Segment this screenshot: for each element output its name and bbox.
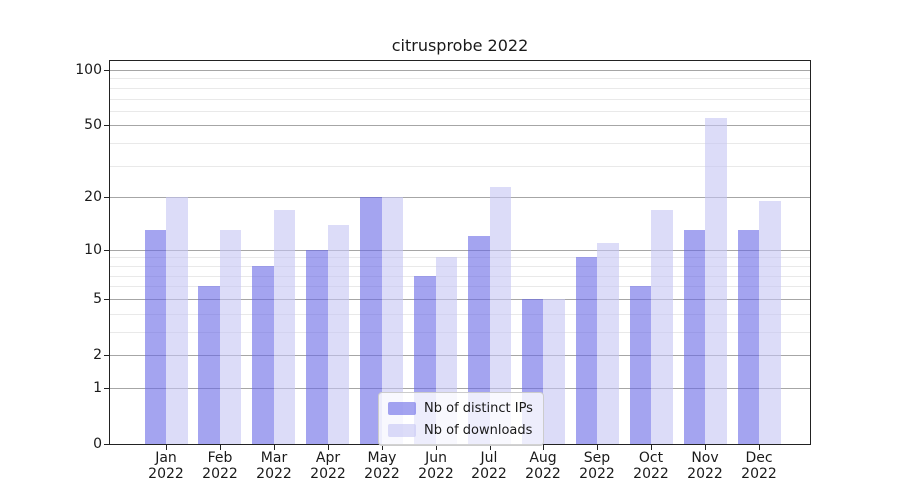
gridline-major <box>110 355 810 356</box>
bar-downloads <box>327 224 350 444</box>
bar-downloads <box>381 197 404 444</box>
bar-downloads <box>489 186 511 444</box>
x-tick-label: Aug 2022 <box>525 450 561 482</box>
y-tick-mark <box>104 298 109 300</box>
chart-title: citrusprobe 2022 <box>391 36 529 55</box>
bar-distinct-ips <box>306 249 328 444</box>
gridline-minor <box>110 313 810 315</box>
bar-distinct-ips <box>629 286 652 444</box>
legend-label-downloads: Nb of downloads <box>424 422 533 438</box>
y-tick-mark <box>104 70 109 71</box>
x-tick-mark <box>219 445 221 450</box>
x-tick-mark <box>705 445 707 450</box>
x-tick-mark <box>166 445 167 450</box>
legend: Nb of distinct IPs Nb of downloads <box>378 392 544 446</box>
bar-downloads <box>219 230 242 444</box>
bar-distinct-ips <box>360 197 382 444</box>
gridline-major <box>110 387 810 389</box>
gridline-minor <box>110 87 810 89</box>
gridline-major <box>110 197 810 199</box>
x-tick-mark <box>597 445 599 450</box>
legend-label-distinct-ips: Nb of distinct IPs <box>424 400 533 416</box>
x-tick-label: Jul 2022 <box>471 450 507 482</box>
bar-distinct-ips <box>683 230 706 444</box>
x-tick-mark <box>543 445 545 450</box>
bar-distinct-ips <box>575 257 598 444</box>
gridline-major <box>110 70 810 71</box>
bar-distinct-ips <box>144 230 166 444</box>
gridline-minor <box>110 143 810 145</box>
gridline-major <box>110 249 810 251</box>
x-tick-mark <box>759 445 760 450</box>
bar-downloads <box>759 201 781 444</box>
legend-item-distinct-ips: Nb of distinct IPs <box>388 398 533 418</box>
gridline-minor <box>110 78 810 80</box>
gridline-minor <box>110 110 810 112</box>
gridline-minor <box>110 257 810 259</box>
plot-area: Nb of distinct IPs Nb of downloads <box>104 60 811 450</box>
bar-distinct-ips <box>252 265 274 444</box>
x-tick-label: Sep 2022 <box>579 450 615 482</box>
y-tick-label: 20 <box>84 189 102 205</box>
x-tick-label: Jun 2022 <box>418 450 454 482</box>
y-tick-mark <box>104 387 109 389</box>
bar-downloads <box>166 197 188 444</box>
x-tick-label: Nov 2022 <box>687 450 723 482</box>
x-tick-label: Apr 2022 <box>310 450 346 482</box>
legend-item-downloads: Nb of downloads <box>388 420 533 440</box>
x-tick-label: Mar 2022 <box>256 450 292 482</box>
legend-swatch-distinct-ips <box>388 401 416 415</box>
y-tick-label: 100 <box>75 62 102 78</box>
x-tick-label: Oct 2022 <box>633 450 669 482</box>
x-tick-label: Jan 2022 <box>148 450 184 482</box>
bar-downloads <box>597 242 619 444</box>
gridline-minor <box>110 98 810 100</box>
y-tick-mark <box>104 197 109 199</box>
bar-downloads <box>651 209 673 444</box>
legend-swatch-downloads <box>388 423 416 437</box>
gridline-major <box>110 298 810 300</box>
gridline-minor <box>110 275 810 277</box>
y-tick-mark <box>104 355 109 356</box>
gridline-minor <box>110 165 810 167</box>
bar-distinct-ips <box>737 230 759 444</box>
x-tick-mark <box>435 445 437 450</box>
y-tick-label: 2 <box>93 347 102 363</box>
x-tick-mark <box>381 445 383 450</box>
bar-downloads <box>273 209 296 444</box>
x-tick-mark <box>327 445 329 450</box>
gridline-minor <box>110 331 810 333</box>
x-tick-mark <box>489 445 491 450</box>
gridline-major <box>110 125 810 127</box>
x-tick-label: Feb 2022 <box>202 450 238 482</box>
x-tick-mark <box>273 445 275 450</box>
y-tick-mark <box>104 444 109 445</box>
gridline-minor <box>110 265 810 267</box>
x-tick-label: May 2022 <box>364 450 400 482</box>
bar-downloads <box>705 117 727 444</box>
y-tick-label: 1 <box>93 380 102 396</box>
bar-downloads <box>543 298 565 444</box>
y-tick-label: 50 <box>84 117 102 133</box>
y-tick-label: 10 <box>84 242 102 258</box>
y-tick-mark <box>104 249 109 251</box>
y-tick-label: 0 <box>93 436 102 452</box>
y-tick-label: 5 <box>93 291 102 307</box>
x-tick-mark <box>651 445 653 450</box>
gridline-minor <box>110 286 810 288</box>
y-tick-mark <box>104 125 109 127</box>
bar-distinct-ips <box>198 286 220 444</box>
x-tick-label: Dec 2022 <box>741 450 777 482</box>
